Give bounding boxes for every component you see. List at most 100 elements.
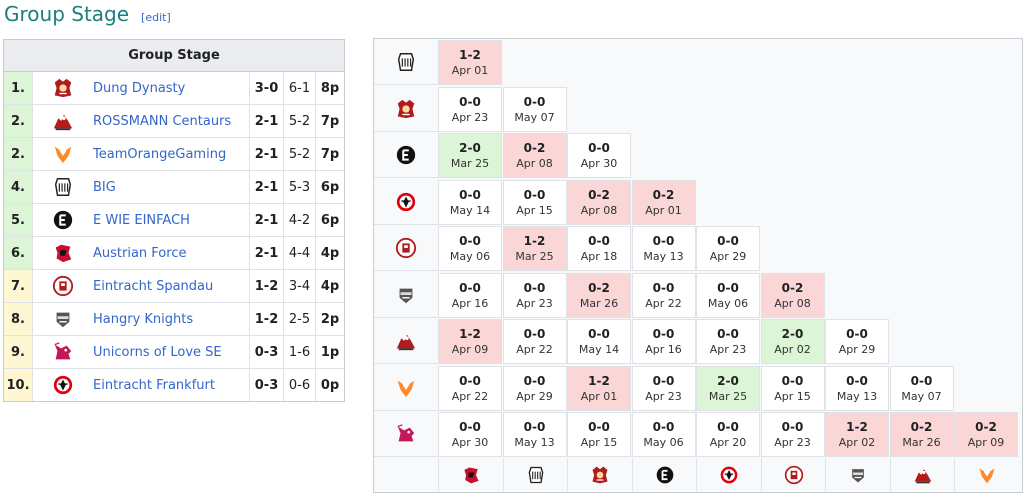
match-result-cell[interactable]: 1-2 Apr 02 [825, 412, 889, 457]
standings-header: Group Stage [4, 40, 344, 72]
match-result-cell[interactable]: 0-0 Apr 15 [502, 179, 567, 225]
match-result-cell[interactable]: 0-2 Apr 01 [631, 179, 696, 225]
match-result-cell[interactable]: 0-0 May 13 [502, 412, 567, 457]
team-name-link[interactable]: Eintracht Frankfurt [93, 377, 215, 393]
match-score: 0-0 [910, 373, 933, 388]
match-date: Apr 22 [451, 389, 489, 403]
match-result-cell[interactable]: 0-0 Apr 23 [502, 272, 567, 318]
match-date: Apr 09 [967, 436, 1005, 449]
team-name-link[interactable]: Eintracht Spandau [93, 278, 214, 294]
match-result-cell[interactable]: 1-2 Mar 25 [502, 226, 567, 271]
rank-cell: 5. [4, 204, 33, 236]
edit-link-label[interactable]: edit [145, 11, 167, 24]
standings-row: 2. TeamOrangeGaming 2-1 5-2 7p [4, 137, 344, 170]
match-result-cell[interactable]: 0-0 Apr 30 [567, 133, 631, 178]
match-result-cell[interactable]: 0-0 Apr 22 [502, 319, 567, 364]
match-result-cell[interactable]: 0-0 Apr 15 [760, 365, 825, 411]
match-result-cell[interactable]: 0-0 May 07 [502, 86, 567, 132]
match-result-cell[interactable]: 0-0 May 07 [889, 365, 954, 411]
team-name-link[interactable]: Hangry Knights [93, 311, 194, 327]
match-score: 0-0 [846, 373, 868, 388]
match-date: Apr 08 [516, 157, 553, 170]
match-result-cell[interactable]: 0-0 Apr 29 [502, 365, 567, 411]
team-name-link[interactable]: Dung Dynasty [93, 80, 186, 96]
match-result-cell[interactable]: 1-2 Apr 01 [438, 40, 502, 85]
team-name-link[interactable]: ROSSMANN Centaurs [93, 113, 232, 129]
match-result-cell[interactable]: 1-2 Apr 09 [438, 319, 502, 364]
match-date: Apr 23 [774, 436, 811, 449]
match-result-cell[interactable]: 0-0 May 06 [438, 226, 502, 271]
match-score: 2-0 [781, 327, 804, 341]
match-date: Apr 23 [645, 389, 682, 403]
match-result-cell[interactable]: 0-0 Apr 18 [567, 226, 631, 271]
match-record: 2-1 [249, 105, 283, 137]
page-title: Group Stage [4, 2, 130, 26]
match-result-cell[interactable]: 0-2 Apr 08 [502, 133, 567, 178]
match-result-cell[interactable]: 0-0 Apr 23 [631, 365, 696, 411]
match-result-cell[interactable]: 2-0 Mar 25 [438, 133, 502, 178]
standings-row: 4. BIG 2-1 5-3 6p [4, 170, 344, 203]
match-result-cell[interactable]: 0-0 May 06 [696, 272, 760, 318]
match-date: May 07 [901, 389, 942, 403]
standings-row: 8. Hangry Knights 1-2 2-5 2p [4, 302, 344, 335]
match-result-cell[interactable]: 0-2 Apr 09 [954, 412, 1018, 457]
match-result-cell[interactable]: 0-0 Apr 16 [631, 319, 696, 364]
match-result-cell[interactable]: 0-0 May 14 [438, 179, 502, 225]
unicorns-of-love-logo-icon [374, 412, 438, 457]
match-score: 0-0 [588, 141, 610, 155]
match-score: 0-2 [523, 141, 546, 155]
team-name-link[interactable]: BIG [93, 179, 116, 195]
match-result-cell[interactable]: 0-0 Apr 29 [696, 226, 760, 271]
crosstable: 1-2 Apr 01 0-0 Apr 23 0-0 May 07 2-0 Mar 25 0-2 A… [373, 38, 1023, 493]
match-score: 0-0 [459, 420, 481, 434]
match-result-cell[interactable]: 0-0 Apr 29 [825, 319, 889, 364]
match-score: 0-0 [523, 94, 546, 109]
match-result-cell[interactable]: 2-0 Mar 25 [696, 365, 760, 411]
eintracht-frankfurt-logo-icon [33, 369, 93, 401]
match-score: 1-2 [846, 420, 868, 434]
match-result-cell[interactable]: 0-0 Apr 20 [696, 412, 760, 457]
match-score: 0-0 [523, 420, 546, 434]
match-date: Apr 16 [645, 343, 682, 356]
match-result-cell[interactable]: 0-0 May 13 [825, 365, 889, 411]
match-date: Apr 15 [516, 203, 553, 217]
match-result-cell[interactable]: 0-0 May 14 [567, 319, 631, 364]
match-date: Apr 23 [709, 343, 747, 356]
match-date: Apr 23 [451, 110, 489, 124]
match-result-cell[interactable]: 0-2 Apr 08 [567, 179, 631, 225]
team-name-link[interactable]: E WIE EINFACH [93, 212, 190, 228]
standings-row: 2. ROSSMANN Centaurs 2-1 5-2 7p [4, 104, 344, 137]
match-score: 0-0 [459, 187, 481, 202]
match-result-cell[interactable]: 0-0 Apr 15 [567, 412, 631, 457]
match-result-cell[interactable]: 0-2 Apr 08 [760, 272, 825, 318]
match-score: 0-0 [846, 327, 868, 341]
match-result-cell[interactable]: 0-0 Apr 30 [438, 412, 502, 457]
eintracht-spandau-logo-icon [374, 226, 438, 271]
points: 4p [315, 237, 344, 269]
match-date: Apr 08 [774, 296, 811, 310]
match-result-cell[interactable]: 2-0 Apr 02 [760, 319, 825, 364]
match-result-cell[interactable]: 0-0 Apr 23 [760, 412, 825, 457]
match-result-cell[interactable]: 0-2 Mar 26 [889, 412, 954, 457]
match-result-cell[interactable]: 0-0 May 13 [631, 226, 696, 271]
team-name-link[interactable]: TeamOrangeGaming [93, 146, 227, 162]
match-result-cell[interactable]: 0-0 May 06 [631, 412, 696, 457]
match-result-cell[interactable]: 0-0 Apr 22 [631, 272, 696, 318]
team-name-link[interactable]: Unicorns of Love SE [93, 344, 222, 360]
edit-link[interactable]: [edit] [141, 11, 171, 24]
team-orange-gaming-logo-icon [374, 366, 438, 411]
match-score: 0-2 [781, 280, 804, 295]
team-name-link[interactable]: Austrian Force [93, 245, 187, 261]
match-result-cell[interactable]: 1-2 Apr 01 [567, 365, 631, 411]
points: 0p [315, 369, 344, 401]
match-date: Apr 09 [451, 343, 489, 356]
match-result-cell[interactable]: 0-0 Apr 16 [438, 272, 502, 318]
match-score: 0-2 [652, 187, 675, 202]
match-score: 1-2 [523, 234, 546, 248]
standings-row: 6. Austrian Force 2-1 4-4 4p [4, 236, 344, 269]
match-result-cell[interactable]: 0-0 Apr 23 [696, 319, 760, 364]
match-result-cell[interactable]: 0-2 Mar 26 [567, 272, 631, 318]
match-result-cell[interactable]: 0-0 Apr 22 [438, 365, 502, 411]
match-result-cell[interactable]: 0-0 Apr 23 [438, 86, 502, 132]
match-date: Apr 29 [838, 343, 876, 356]
